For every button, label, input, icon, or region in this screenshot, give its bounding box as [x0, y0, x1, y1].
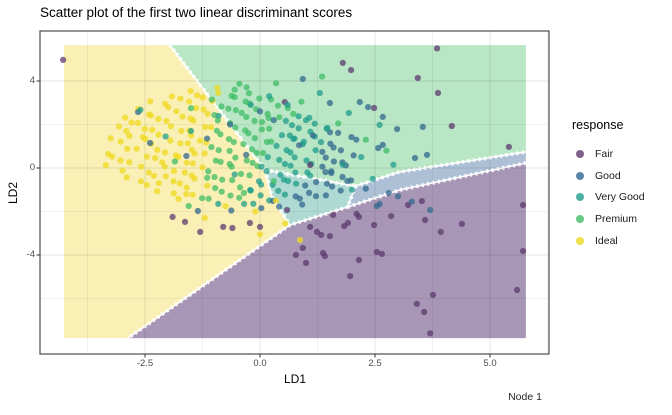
legend-item-label: Very Good [595, 191, 645, 204]
legend-item-label: Premium [595, 212, 638, 225]
gridlines [40, 31, 549, 354]
axis-tick-marks [36, 80, 491, 358]
x-tick-label: 0.0 [253, 358, 267, 369]
legend: response Fair Good Very Good Premium Ideal [564, 118, 668, 251]
legend-item-good: Good [564, 165, 668, 187]
legend-point-icon [576, 214, 584, 223]
legend-item-ideal: Ideal [564, 230, 668, 252]
x-axis-title: LD1 [283, 372, 306, 386]
y-tick-label: -4 [26, 248, 35, 260]
legend-item-label: Ideal [595, 234, 618, 247]
x-tick-label: 2.5 [368, 358, 382, 369]
legend-point-icon [576, 236, 584, 245]
y-axis-title: LD2 [6, 182, 20, 205]
decision-region-good [347, 151, 526, 207]
legend-item-label: Fair [595, 147, 614, 160]
legend-item-fair: Fair [564, 143, 668, 165]
legend-point-icon [576, 193, 584, 202]
legend-item-very-good: Very Good [564, 186, 668, 208]
legend-item-premium: Premium [564, 208, 668, 230]
x-tick-label: 5.0 [483, 358, 497, 369]
decision-regions [64, 45, 526, 339]
legend-title: response [572, 118, 624, 132]
legend-item-label: Good [595, 169, 621, 182]
scatter-points [60, 45, 527, 337]
decision-region-fair [128, 163, 526, 339]
node-caption: Node 1 [508, 391, 542, 403]
y-tick-label: 0 [29, 161, 35, 173]
chart-title: Scatter plot of the first two linear dis… [40, 5, 353, 20]
legend-point-icon [576, 171, 584, 180]
legend-point-icon [576, 149, 584, 158]
panel-border [39, 30, 550, 355]
y-tick-label: 4 [29, 74, 35, 86]
legend-items: Fair Good Very Good Premium Ideal [564, 143, 668, 251]
decision-region-ideal [64, 45, 290, 339]
x-tick-label: -2.5 [136, 358, 154, 369]
